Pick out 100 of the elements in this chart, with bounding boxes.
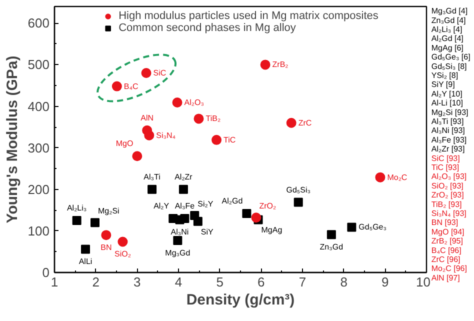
point: [326, 230, 336, 240]
text: Zn₃Gd [4]: [431, 16, 466, 25]
annotation: Si₃N₄: [156, 130, 176, 140]
annotation: Si₂Y: [198, 200, 214, 209]
point: [194, 114, 204, 124]
y-tick-label: 300: [28, 140, 50, 156]
point: [193, 216, 202, 226]
annotation: Zn₃Gd: [320, 242, 344, 252]
point: [242, 208, 252, 218]
annotation: Mg₃Gd: [165, 248, 190, 258]
point: [172, 98, 182, 108]
x-tick-label: 6: [258, 274, 265, 290]
x-tick-label: 10: [416, 274, 431, 290]
text: Al₃Ti [93]: [431, 117, 464, 126]
legend-label: Common second phases in Mg alloy: [118, 22, 296, 34]
annotation: SiO₂: [114, 250, 131, 259]
point: [178, 184, 188, 194]
text: ZrB₂ [95]: [431, 236, 463, 246]
point: [260, 60, 270, 70]
y-tick-label: 0: [42, 265, 50, 280]
text: Al₃Fe [93]: [431, 135, 467, 144]
point: [173, 236, 182, 245]
annotation: Al₂Y: [154, 201, 170, 210]
annotation: ZrO₂: [259, 202, 276, 211]
point: [144, 130, 154, 140]
text: Al-Li [10]: [431, 98, 463, 108]
annotation: MgO: [116, 139, 134, 148]
point: [72, 216, 82, 226]
y-tick-label: 500: [28, 57, 50, 72]
text: ZrC [96]: [431, 255, 460, 264]
annotation: AlN: [140, 113, 154, 122]
annotation: Gd₅Ge₃: [358, 222, 387, 232]
text: Mg₃Gd [4]: [431, 6, 468, 16]
y-tick-label: 100: [28, 223, 50, 238]
text: B₄C [96]: [431, 246, 462, 255]
point: [101, 230, 112, 240]
text: Gd₅Ge₃ [6]: [431, 52, 470, 62]
annotation: BN: [100, 243, 112, 252]
text: Mg₂Si [93]: [431, 108, 468, 117]
text: SiO₂ [93]: [431, 181, 464, 190]
annotation: ZrC: [298, 118, 312, 128]
annotation: B₄C: [124, 82, 139, 91]
text: AlN [97]: [431, 273, 460, 282]
text: Al₂Gd [4]: [431, 34, 464, 44]
point: [141, 68, 152, 78]
annotation: TiC: [224, 135, 236, 144]
text: Si₃N₄ [93]: [431, 209, 466, 218]
x-tick-label: 3: [134, 274, 141, 290]
point: [251, 212, 262, 223]
point: [112, 81, 122, 92]
annotation: MgAg: [261, 226, 282, 235]
text: ZrO₂ [93]: [431, 190, 464, 200]
point: [90, 218, 100, 228]
x-tick-label: 2: [92, 274, 100, 290]
annotation: Mg₂Si: [98, 206, 120, 216]
annotation: Al₂Gd: [222, 196, 243, 206]
x-tick-label: 8: [340, 274, 348, 290]
text: Mo₂C [96]: [431, 264, 467, 274]
point: [212, 134, 222, 145]
point: [375, 172, 386, 182]
annotation: Gd₅Si₃: [286, 185, 310, 194]
annotation: Mo₂C: [387, 172, 408, 182]
annotation: TiB₂: [206, 114, 221, 124]
point: [347, 222, 356, 232]
point: [286, 118, 296, 128]
annotation: Al₃Ni: [170, 228, 189, 237]
annotation: ZrB₂: [272, 60, 288, 70]
y-tick-label: 200: [28, 182, 50, 197]
x-tick-label: 1: [50, 274, 58, 290]
y-tick-label: 400: [28, 98, 50, 114]
annotation: Al₃Ti: [144, 172, 161, 182]
text: Al₃Ni [93]: [431, 126, 465, 136]
text: BN [93]: [431, 218, 458, 228]
annotation: Al₂Zr: [174, 172, 193, 182]
point: [180, 214, 190, 223]
annotation: SiC: [153, 68, 166, 78]
text: Al₂O₃ [93]: [431, 172, 467, 182]
y-tick-label: 600: [28, 16, 50, 31]
point: [132, 151, 142, 162]
x-tick-label: 5: [216, 274, 224, 290]
text: MgO [94]: [431, 227, 464, 236]
annotation: Al₂Li₃: [66, 204, 87, 213]
annotation: AlLi: [78, 257, 92, 266]
text: SiY [9]: [431, 80, 455, 90]
text: Gd₅Si₃ [8]: [431, 62, 467, 71]
y-axis-title: Young's Modulus (GPa): [4, 56, 21, 224]
point: [81, 244, 90, 254]
legend-label: High modulus particles used in Mg matrix composites: [118, 10, 378, 22]
annotation: SiY: [200, 227, 214, 236]
text: SiC [93]: [431, 154, 460, 163]
text: YSi₂ [8]: [431, 71, 458, 80]
text: TiC [93]: [431, 163, 460, 172]
annotation: Al₃Fe: [174, 201, 196, 210]
point: [118, 236, 128, 247]
text: MgAg [6]: [431, 43, 464, 52]
x-tick-label: 4: [174, 274, 182, 290]
text: Al₂Y [10]: [431, 89, 462, 98]
x-tick-label: 9: [382, 274, 389, 290]
point: [294, 198, 303, 207]
annotation: Al₂O₃: [184, 98, 204, 108]
